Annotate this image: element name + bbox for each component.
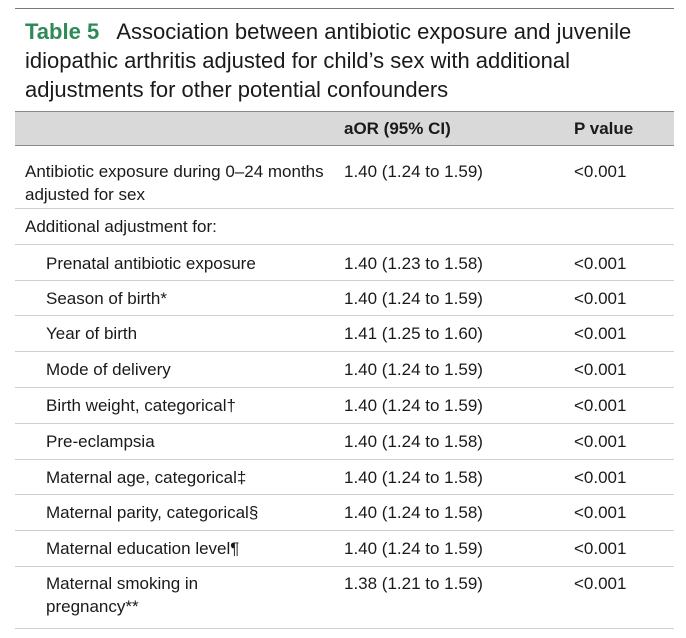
row-p: <0.001: [574, 539, 627, 558]
row-label: Antibiotic exposure during 0–24 months a…: [25, 162, 324, 204]
table-row: Antibiotic exposure during 0–24 months a…: [15, 146, 674, 209]
row-aor: 1.40 (1.24 to 1.59): [344, 360, 483, 379]
row-label: Year of birth: [46, 324, 138, 343]
row-aor: 1.38 (1.21 to 1.59): [344, 574, 483, 593]
row-p: <0.001: [574, 324, 627, 343]
table-row: Season of birth* 1.40 (1.24 to 1.59) <0.…: [15, 281, 674, 316]
row-label: Additional adjustment for:: [25, 217, 217, 236]
table-row: Mode of delivery 1.40 (1.24 to 1.59) <0.…: [15, 352, 674, 388]
table-label: Table 5: [25, 19, 100, 44]
row-aor: 1.40 (1.23 to 1.58): [344, 254, 483, 273]
table-row: Prenatal antibiotic exposure 1.40 (1.23 …: [15, 245, 674, 281]
table-caption: Table 5 Association between antibiotic e…: [25, 17, 665, 104]
row-p: <0.001: [574, 574, 627, 593]
header-p-value: P value: [574, 119, 634, 138]
row-label: Maternal age, categorical‡: [46, 468, 247, 487]
row-aor: 1.41 (1.25 to 1.60): [344, 324, 483, 343]
row-label: Season of birth*: [46, 289, 167, 308]
row-label: Maternal smoking in pregnancy**: [46, 574, 199, 616]
row-p: <0.001: [574, 360, 627, 379]
table-header: [15, 111, 674, 146]
row-aor: 1.40 (1.24 to 1.58): [344, 468, 483, 487]
header-aor: aOR (95% CI): [344, 119, 451, 138]
table-row: Additional adjustment for:: [15, 209, 674, 245]
table-body: Antibiotic exposure during 0–24 months a…: [15, 146, 674, 623]
row-aor: 1.40 (1.24 to 1.59): [344, 539, 483, 558]
row-p: <0.001: [574, 468, 627, 487]
row-aor: 1.40 (1.24 to 1.58): [344, 503, 483, 522]
row-label: Prenatal antibiotic exposure: [46, 254, 256, 273]
row-aor: 1.40 (1.24 to 1.59): [344, 289, 483, 308]
table-row: Maternal parity, categorical§ 1.40 (1.24…: [15, 495, 674, 531]
row-p: <0.001: [574, 396, 627, 415]
row-label: Maternal education level¶: [46, 539, 240, 558]
table-row: Birth weight, categorical† 1.40 (1.24 to…: [15, 388, 674, 424]
row-label: Pre-eclampsia: [46, 432, 155, 451]
table-row: Year of birth 1.41 (1.25 to 1.60) <0.001: [15, 316, 674, 352]
row-p: <0.001: [574, 162, 627, 181]
table-title: Association between antibiotic exposure …: [25, 19, 632, 102]
row-aor: 1.40 (1.24 to 1.59): [344, 162, 483, 181]
row-aor: 1.40 (1.24 to 1.59): [344, 396, 483, 415]
row-label: Mode of delivery: [46, 360, 171, 379]
table-row: Pre-eclampsia 1.40 (1.24 to 1.58) <0.001: [15, 424, 674, 460]
table-row: Maternal age, categorical‡ 1.40 (1.24 to…: [15, 460, 674, 495]
bottom-rule: [15, 628, 674, 629]
row-p: <0.001: [574, 503, 627, 522]
top-rule: [15, 8, 674, 9]
row-p: <0.001: [574, 289, 627, 308]
table-row: Maternal education level¶ 1.40 (1.24 to …: [15, 531, 674, 567]
row-label: Maternal parity, categorical§: [46, 503, 259, 522]
row-p: <0.001: [574, 432, 627, 451]
row-aor: 1.40 (1.24 to 1.58): [344, 432, 483, 451]
table-row: Maternal smoking in pregnancy** 1.38 (1.…: [15, 567, 674, 623]
row-label: Birth weight, categorical†: [46, 396, 236, 415]
row-p: <0.001: [574, 254, 627, 273]
